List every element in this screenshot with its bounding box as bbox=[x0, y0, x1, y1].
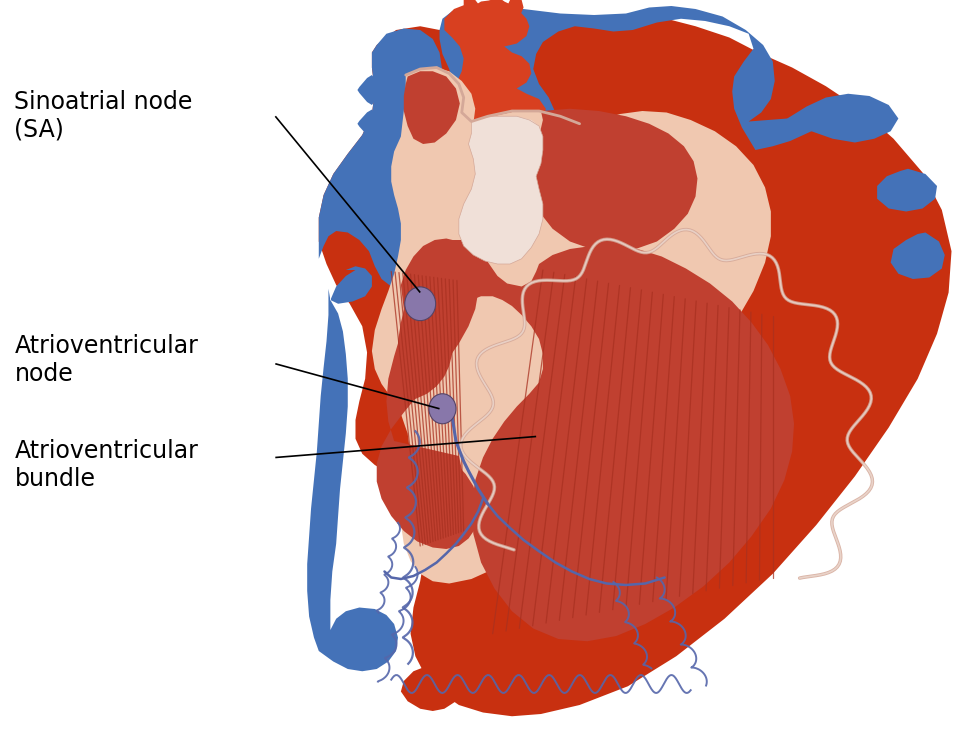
Ellipse shape bbox=[513, 138, 540, 174]
Polygon shape bbox=[357, 75, 382, 105]
Polygon shape bbox=[372, 68, 771, 584]
Ellipse shape bbox=[494, 138, 521, 174]
Ellipse shape bbox=[474, 138, 501, 174]
Polygon shape bbox=[357, 110, 382, 138]
Ellipse shape bbox=[429, 394, 456, 424]
Polygon shape bbox=[787, 94, 898, 142]
Polygon shape bbox=[319, 11, 952, 716]
Polygon shape bbox=[471, 116, 539, 194]
Polygon shape bbox=[891, 232, 945, 279]
Polygon shape bbox=[401, 664, 459, 711]
Polygon shape bbox=[488, 0, 504, 11]
Polygon shape bbox=[307, 266, 398, 671]
Polygon shape bbox=[440, 5, 840, 152]
Polygon shape bbox=[529, 109, 697, 251]
Polygon shape bbox=[357, 144, 382, 171]
Polygon shape bbox=[459, 116, 543, 264]
Polygon shape bbox=[398, 240, 794, 641]
Polygon shape bbox=[377, 238, 478, 549]
Polygon shape bbox=[877, 169, 937, 211]
Text: Atrioventricular
node: Atrioventricular node bbox=[14, 334, 198, 386]
Polygon shape bbox=[404, 71, 460, 144]
Text: Atrioventricular
bundle: Atrioventricular bundle bbox=[14, 439, 198, 491]
Polygon shape bbox=[464, 0, 481, 16]
Text: Sinoatrial node
(SA): Sinoatrial node (SA) bbox=[14, 90, 193, 142]
Polygon shape bbox=[319, 28, 442, 289]
Polygon shape bbox=[444, 0, 546, 142]
Ellipse shape bbox=[405, 287, 436, 321]
Polygon shape bbox=[507, 0, 524, 16]
